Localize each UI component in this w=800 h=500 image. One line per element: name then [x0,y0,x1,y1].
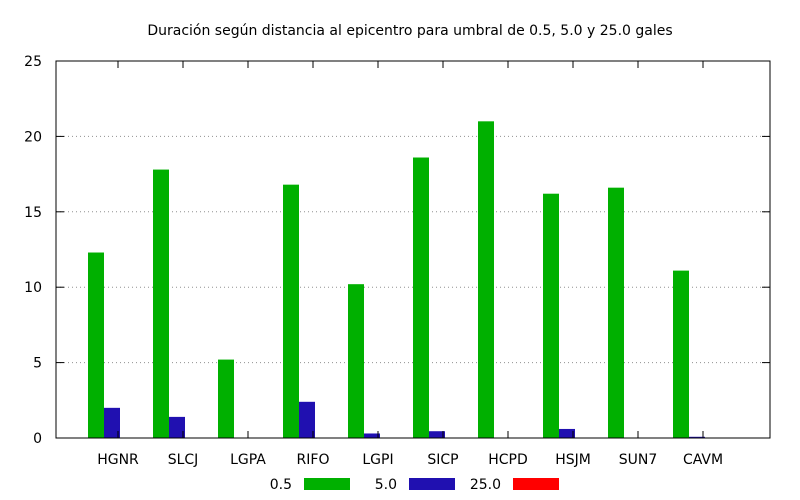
legend-label: 25.0 [470,477,501,493]
legend-swatch [409,478,455,490]
x-tick-label: LGPI [362,452,393,468]
bar-hsjm-0.5 [543,193,559,438]
y-tick-label: 25 [24,54,42,70]
bar-cavm-5.0 [689,436,705,438]
y-tick-label: 0 [33,431,42,447]
legend-label: 5.0 [375,477,397,493]
bar-cavm-0.5 [673,270,689,438]
x-tick-label: HGNR [97,452,139,468]
x-tick-label: SICP [427,452,458,468]
bar-lgpa-0.5 [218,359,234,438]
bar-hsjm-5.0 [559,428,575,438]
bar-hgnr-0.5 [88,252,104,438]
bar-lgpi-0.5 [348,284,364,438]
x-tick-label: HCPD [488,452,528,468]
bar-sicp-0.5 [413,157,429,438]
bar-hgnr-5.0 [104,407,120,438]
bar-sun7-0.5 [608,187,624,438]
x-axis-ticks: HGNR SLCJ LGPA RIFO LGPI SICP HCPD HSJM SUN7 CAVM [97,61,723,468]
bar-slcj-5.0 [169,416,185,438]
bars [88,121,705,439]
bar-lgpi-5.0 [364,433,380,438]
y-tick-label: 10 [24,280,42,296]
x-tick-label: RIFO [297,452,330,468]
legend-swatch [304,478,350,490]
x-tick-label: LGPA [230,452,266,468]
legend-label: 0.5 [270,477,292,493]
bar-hcpd-0.5 [478,121,494,438]
legend-swatch [513,478,559,490]
chart-title: Duración según distancia al epicentro pa… [147,23,672,39]
x-tick-label: HSJM [555,452,591,468]
bar-rifo-5.0 [299,401,315,438]
y-tick-label: 20 [24,129,42,145]
bar-rifo-0.5 [283,184,299,438]
bar-sicp-5.0 [429,431,445,438]
y-tick-label: 15 [24,205,42,221]
y-tick-label: 5 [33,356,42,372]
x-tick-label: SUN7 [619,452,658,468]
y-axis-ticks: 0 5 10 15 20 25 [24,54,770,447]
bar-slcj-0.5 [153,169,169,439]
x-tick-label: SLCJ [168,452,199,468]
x-tick-label: CAVM [683,452,723,468]
legend: 0.5 5.0 25.0 [270,477,559,493]
plot-frame [55,60,771,439]
